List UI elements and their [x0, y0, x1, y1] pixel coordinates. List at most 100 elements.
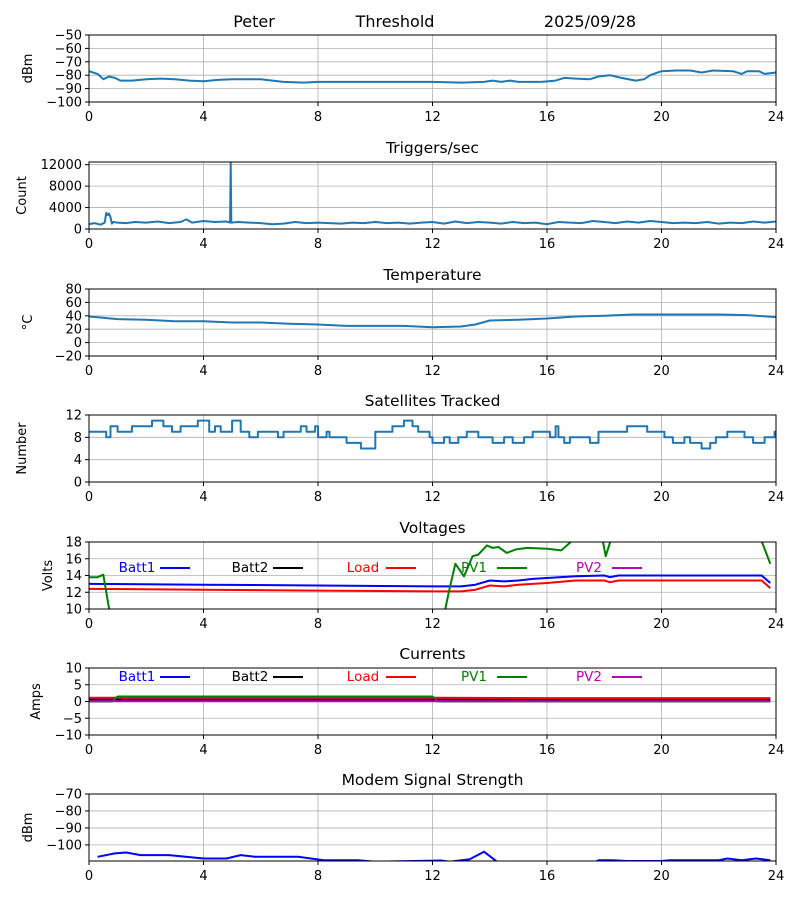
x-tick-label: 4 — [199, 490, 207, 505]
x-tick-label: 24 — [768, 364, 785, 379]
y-tick-label: 12 — [65, 586, 82, 601]
subplot-title: Satellites Tracked — [365, 392, 501, 410]
x-tick-label: 8 — [314, 110, 322, 125]
y-tick-label: −90 — [55, 82, 82, 97]
x-tick-label: 16 — [539, 237, 556, 252]
x-tick-label: 0 — [85, 869, 93, 884]
subplot-triggers-sec: Triggers/sec 0 4 8 12 16 20 24 0 4000 8000 12000 Cou… — [15, 139, 784, 252]
y-tick-label: −20 — [55, 350, 82, 365]
x-tick-label: 4 — [199, 743, 207, 758]
x-tick-label: 12 — [424, 237, 441, 252]
subplot-title: Currents — [399, 645, 465, 663]
x-tick-label: 4 — [199, 617, 207, 632]
y-axis-label: Amps — [29, 683, 44, 720]
legend-label-load: Load — [347, 560, 379, 576]
x-tick-label: 20 — [653, 490, 670, 505]
y-tick-label: 80 — [65, 283, 82, 298]
y-tick-label: 8 — [74, 431, 82, 446]
x-tick-label: 0 — [85, 743, 93, 758]
x-tick-label: 8 — [314, 617, 322, 632]
y-tick-label: −50 — [55, 29, 82, 44]
y-tick-label: 16 — [65, 552, 82, 567]
x-tick-label: 12 — [424, 617, 441, 632]
y-tick-label: −70 — [55, 55, 82, 70]
subplot-satellites-tracked: Satellites Tracked 0 4 8 12 16 20 24 12 8 4 0 Number — [15, 392, 784, 505]
x-tick-label: 20 — [653, 364, 670, 379]
x-tick-label: 0 — [85, 617, 93, 632]
x-tick-label: 20 — [653, 743, 670, 758]
y-tick-label: −5 — [63, 712, 82, 727]
y-tick-label: 40 — [65, 309, 82, 324]
y-tick-label: 14 — [65, 569, 82, 584]
y-tick-label: 4000 — [49, 201, 82, 216]
subplot-modem-signal-strength: Modem Signal Strength 0 4 8 12 16 20 24 −70−80 −9… — [21, 771, 784, 884]
legend: Batt1 Batt2 Load PV1 PV2 — [119, 560, 642, 576]
x-tick-label: 16 — [539, 743, 556, 758]
y-tick-label: 0 — [74, 336, 82, 351]
x-tick-label: 8 — [314, 237, 322, 252]
x-tick-label: 12 — [424, 110, 441, 125]
legend-label-pv1: PV1 — [461, 669, 487, 685]
legend-label-load: Load — [347, 669, 379, 685]
series-line-modem — [97, 850, 771, 861]
y-tick-label: 0 — [74, 223, 82, 238]
y-axis-label: Volts — [41, 560, 56, 592]
y-tick-label: −90 — [55, 821, 82, 836]
x-tick-label: 12 — [424, 743, 441, 758]
y-tick-label: −80 — [55, 804, 82, 819]
x-tick-label: 4 — [199, 364, 207, 379]
figure-title-part: 2025/09/28 — [544, 12, 636, 31]
y-axis-label: Count — [15, 176, 30, 215]
y-axis-label: dBm — [21, 813, 36, 843]
legend-label-batt1: Batt1 — [119, 560, 156, 576]
x-tick-label: 0 — [85, 110, 93, 125]
y-tick-label: 10 — [65, 603, 82, 618]
series-line-signal — [89, 69, 776, 84]
y-tick-label: −70 — [55, 788, 82, 803]
x-tick-label: 20 — [653, 110, 670, 125]
series-line-pv1 — [89, 542, 772, 609]
legend-label-batt2: Batt2 — [232, 669, 269, 685]
legend: Batt1 Batt2 Load PV1 PV2 — [119, 669, 642, 685]
subplot-signal: 0 4 8 12 16 20 24 −50−60−70−80−90−100 dBm — [21, 29, 784, 126]
series-line-satellites — [89, 419, 776, 450]
y-tick-label: −60 — [55, 42, 82, 57]
x-tick-label: 0 — [85, 237, 93, 252]
y-tick-label: −100 — [46, 96, 82, 111]
x-tick-label: 24 — [768, 490, 785, 505]
y-tick-label: 10 — [65, 662, 82, 677]
y-tick-label: 4 — [74, 453, 82, 468]
x-tick-label: 8 — [314, 364, 322, 379]
x-tick-label: 12 — [424, 869, 441, 884]
x-tick-label: 0 — [85, 490, 93, 505]
y-tick-label: 0 — [74, 695, 82, 710]
x-tick-label: 0 — [85, 364, 93, 379]
x-tick-label: 4 — [199, 869, 207, 884]
x-tick-label: 20 — [653, 237, 670, 252]
legend-label-batt1: Batt1 — [119, 669, 156, 685]
subplot-title: Temperature — [382, 266, 481, 284]
y-axis-label: dBm — [21, 54, 36, 84]
x-tick-label: 16 — [539, 110, 556, 125]
legend-label-pv1: PV1 — [461, 560, 487, 576]
legend-label-batt2: Batt2 — [232, 560, 269, 576]
x-tick-label: 24 — [768, 743, 785, 758]
x-tick-label: 16 — [539, 869, 556, 884]
y-tick-label: 5 — [74, 678, 82, 693]
x-tick-label: 24 — [768, 110, 785, 125]
x-tick-label: 24 — [768, 869, 785, 884]
series-line-triggers — [89, 162, 776, 226]
x-tick-label: 16 — [539, 364, 556, 379]
y-tick-label: −10 — [55, 729, 82, 744]
y-tick-label: 60 — [65, 296, 82, 311]
figure-title-part: Peter — [233, 12, 275, 31]
y-tick-label: 12000 — [41, 158, 82, 173]
x-tick-label: 16 — [539, 617, 556, 632]
y-axis-label: Number — [15, 422, 30, 475]
subplot-title: Triggers/sec — [385, 139, 479, 157]
legend-label-pv2: PV2 — [576, 560, 602, 576]
x-tick-label: 12 — [424, 490, 441, 505]
x-tick-label: 20 — [653, 869, 670, 884]
